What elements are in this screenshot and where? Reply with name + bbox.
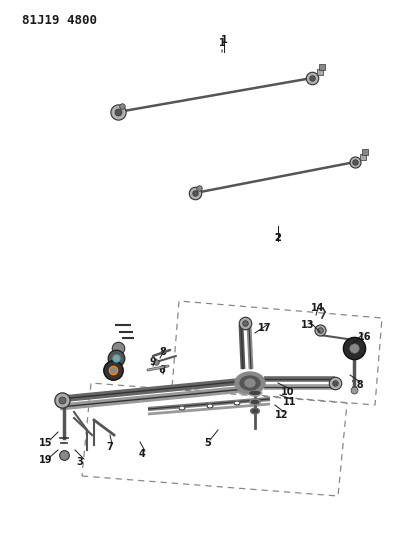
Ellipse shape xyxy=(249,399,260,405)
Text: 1: 1 xyxy=(221,35,227,45)
Ellipse shape xyxy=(240,376,260,390)
Text: 18: 18 xyxy=(351,380,365,390)
Text: 2: 2 xyxy=(275,233,281,243)
Text: 19: 19 xyxy=(39,455,53,465)
Text: 14: 14 xyxy=(311,303,325,313)
Text: 12: 12 xyxy=(275,410,289,420)
Text: 10: 10 xyxy=(281,387,295,397)
Text: 3: 3 xyxy=(77,457,83,467)
Text: 2: 2 xyxy=(275,233,281,243)
Ellipse shape xyxy=(245,379,255,387)
Text: 81J19 4800: 81J19 4800 xyxy=(22,14,97,27)
Text: 11: 11 xyxy=(283,397,297,407)
Text: 15: 15 xyxy=(39,438,53,448)
Text: 8: 8 xyxy=(160,347,166,357)
Ellipse shape xyxy=(252,400,258,403)
Text: 4: 4 xyxy=(139,449,145,459)
Ellipse shape xyxy=(252,409,258,413)
Ellipse shape xyxy=(207,404,213,408)
Text: 17: 17 xyxy=(258,323,272,333)
Ellipse shape xyxy=(179,406,185,410)
Text: 7: 7 xyxy=(107,442,113,452)
Text: 13: 13 xyxy=(301,320,315,330)
Ellipse shape xyxy=(234,401,240,405)
Ellipse shape xyxy=(248,390,262,396)
Text: 6: 6 xyxy=(159,365,165,375)
Text: 9: 9 xyxy=(149,357,156,367)
Ellipse shape xyxy=(250,392,260,394)
Text: 16: 16 xyxy=(358,332,372,342)
Text: 1: 1 xyxy=(219,38,225,48)
Ellipse shape xyxy=(251,408,260,414)
Ellipse shape xyxy=(235,372,265,394)
Text: 5: 5 xyxy=(205,438,211,448)
